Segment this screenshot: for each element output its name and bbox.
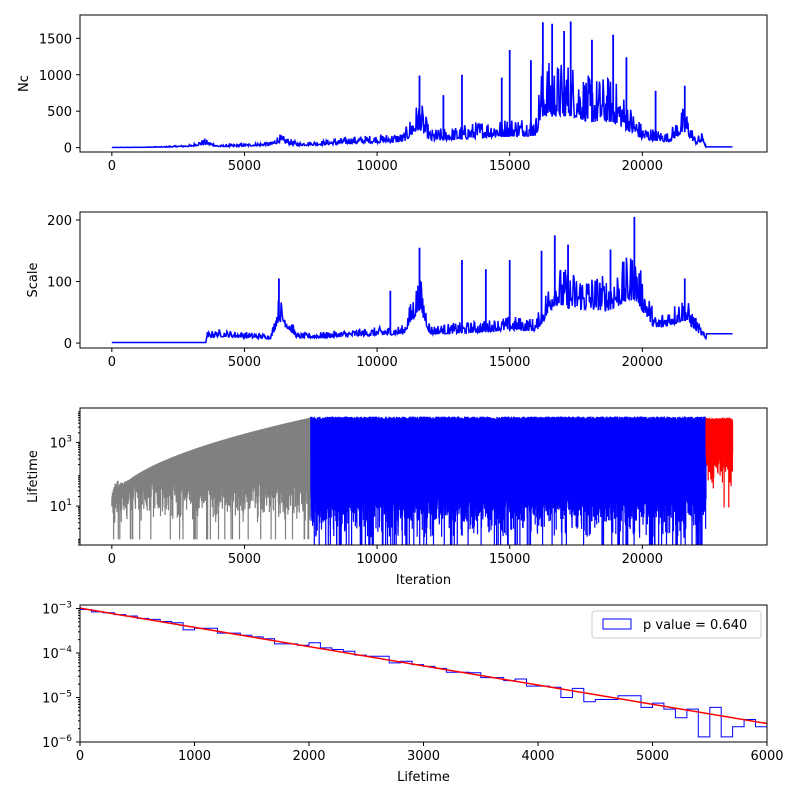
scale-series-line — [111, 257, 733, 344]
x-tick-label: 2000 — [292, 749, 325, 764]
y-axis-label: Scale — [26, 263, 41, 298]
lifetime-series-2 — [705, 417, 734, 508]
y-tick-label: 1000 — [39, 69, 72, 84]
y-tick-label: 103 — [50, 434, 72, 451]
y-tick-label: 0 — [64, 142, 72, 157]
nc-series-line — [111, 62, 733, 149]
x-tick-label: 1000 — [178, 749, 211, 764]
x-tick-label: 20000 — [622, 552, 663, 567]
x-tick-label: 4000 — [521, 749, 554, 764]
x-tick-label: 5000 — [228, 355, 261, 370]
y-tick-label: 100 — [47, 276, 72, 291]
y-tick-label: 10−4 — [42, 645, 72, 662]
legend: p value = 0.640 — [591, 610, 762, 639]
y-tick-label: 10−5 — [42, 690, 72, 707]
x-tick-label: 3000 — [407, 749, 440, 764]
x-tick-label: 0 — [108, 355, 116, 370]
lifetime-series-0 — [111, 417, 312, 540]
y-tick-label: 500 — [47, 105, 72, 120]
x-tick-label: 10000 — [356, 159, 397, 174]
x-tick-label: 5000 — [228, 552, 261, 567]
lifetime-frame — [79, 407, 768, 546]
legend-label: p value = 0.640 — [643, 618, 747, 633]
x-tick-label: 20000 — [622, 355, 663, 370]
x-tick-label: 15000 — [489, 355, 530, 370]
x-tick-label: 10000 — [356, 552, 397, 567]
y-tick-label: 101 — [50, 498, 72, 515]
y-axis-label: Lifetime — [26, 450, 41, 503]
hist-frame — [79, 604, 768, 743]
y-tick-label: 10−6 — [42, 734, 72, 751]
y-tick-label: 0 — [64, 337, 72, 352]
axes-lifetime: 0 5000 10000 15000 20000 101 103 Lifetime Iterat… — [26, 411, 663, 588]
legend-swatch — [602, 618, 632, 630]
axes-scale: 0 5000 10000 15000 20000 0 100 200 Scale — [26, 214, 663, 370]
x-tick-label: 10000 — [356, 355, 397, 370]
axes-nc: 0 5000 10000 15000 20000 0 500 1000 1500 Nc — [17, 32, 663, 174]
y-tick-label: 10−3 — [42, 601, 72, 618]
scale-frame — [79, 211, 768, 349]
x-tick-label: 0 — [108, 552, 116, 567]
x-tick-label: 6000 — [750, 749, 783, 764]
fit-line — [80, 607, 767, 725]
x-tick-label: 5000 — [228, 159, 261, 174]
legend-box — [591, 610, 762, 639]
y-tick-label: 200 — [47, 214, 72, 229]
lifetime-series-1 — [310, 416, 707, 545]
x-tick-label: 20000 — [622, 159, 663, 174]
x-tick-label: 0 — [76, 749, 84, 764]
x-tick-label: 15000 — [489, 159, 530, 174]
x-tick-label: 0 — [108, 159, 116, 174]
x-axis-label: Lifetime — [397, 770, 450, 785]
nc-frame — [79, 14, 768, 153]
x-tick-label: 15000 — [489, 552, 530, 567]
y-tick-label: 1500 — [39, 32, 72, 47]
y-axis-label: Nc — [17, 75, 32, 92]
x-axis-label: Iteration — [396, 573, 451, 588]
x-tick-label: 5000 — [636, 749, 669, 764]
histogram-steps — [80, 609, 767, 738]
